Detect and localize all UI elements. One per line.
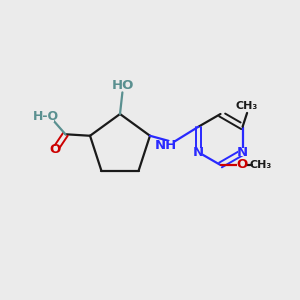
Bar <box>194 148 202 156</box>
Text: N: N <box>237 146 248 159</box>
Text: O: O <box>236 158 248 172</box>
Text: CH₃: CH₃ <box>236 101 258 111</box>
Bar <box>237 161 247 169</box>
Bar <box>241 102 253 111</box>
Bar <box>253 161 268 169</box>
Text: N: N <box>193 146 204 159</box>
Text: O: O <box>49 143 61 156</box>
Bar <box>50 146 59 154</box>
Text: HO: HO <box>112 79 134 92</box>
Bar <box>238 148 247 156</box>
Bar <box>158 141 173 150</box>
Bar <box>38 113 54 122</box>
Text: NH: NH <box>154 139 177 152</box>
Text: CH₃: CH₃ <box>250 160 272 170</box>
Bar <box>117 82 129 90</box>
Text: H-O: H-O <box>33 110 59 123</box>
